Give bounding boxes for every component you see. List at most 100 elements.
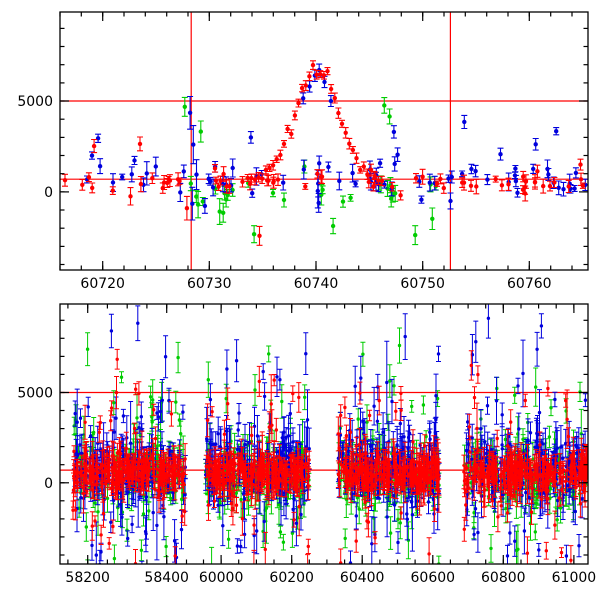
data-point [255,434,260,438]
data-point [79,474,84,478]
data-point [502,475,506,480]
x-tick-label: 60730 [187,276,232,292]
data-point [543,454,548,458]
data-point [255,529,259,533]
data-point [336,110,341,116]
y-tick-label: 0 [44,185,53,201]
data-point [243,442,247,447]
data-point [580,183,586,188]
data-point [479,479,483,483]
data-point [262,394,267,399]
data-point [514,482,518,486]
data-point [225,477,229,482]
data-point [321,73,327,78]
data-point [486,485,491,489]
data-point [400,473,404,478]
data-point [136,465,140,469]
data-point [179,527,184,532]
data-point [513,471,517,475]
data-point [288,411,292,416]
data-point [362,486,366,490]
data-point [233,475,237,480]
data-point [469,363,473,368]
data-point [260,452,265,456]
data-point [433,430,437,435]
data-point [131,470,135,474]
data-point [275,177,281,182]
data-point [496,515,500,519]
data-point [339,463,344,467]
data-point [297,455,301,460]
data-point [530,486,534,490]
data-point [110,180,116,185]
data-point [417,467,421,471]
data-point [520,470,524,475]
data-point [262,519,266,524]
data-point [278,466,283,470]
data-point [349,479,353,483]
data-point [278,530,283,534]
data-point [270,481,274,485]
data-point [137,473,141,478]
data-point [169,496,173,501]
data-point [398,193,403,198]
x-tick-label: 60600 [411,570,456,586]
data-point [494,399,499,403]
data-point [228,469,232,474]
data-point [489,546,493,551]
data-point [183,509,187,514]
data-point [561,468,566,472]
data-point [390,399,394,404]
data-point [399,408,403,412]
data-point [162,515,166,519]
data-point [401,476,405,480]
data-point [218,483,223,487]
data-point [178,460,182,464]
data-point [85,489,89,494]
data-point [267,352,271,356]
data-point [111,498,116,503]
data-point [574,485,578,490]
data-point [542,468,546,472]
data-point [352,477,356,481]
data-point [394,409,398,413]
data-point [359,462,363,467]
data-point [583,476,588,480]
data-point [486,316,491,320]
data-point [248,135,254,140]
data-point [423,444,427,448]
axis-tick-labels: 60720 60730 60740 60750 60760 0 5000 [17,94,551,292]
data-point [177,178,182,184]
data-point [150,415,154,419]
data-point [575,451,579,455]
data-point [134,387,138,391]
data-point [285,474,289,478]
data-point [315,171,320,176]
data-point [503,464,507,468]
data-point [116,472,120,476]
data-point [214,465,218,470]
data-point [79,496,83,500]
data-point [205,418,210,422]
data-point [171,463,175,468]
data-point [107,541,111,546]
data-point [521,465,525,470]
data-point [118,502,123,507]
data-point [499,183,505,188]
data-point [157,483,162,487]
blue-series-error-bars [71,304,588,564]
data-point [371,184,376,189]
data-point [403,466,407,470]
data-point [208,397,213,402]
data-point [235,447,239,452]
data-point [498,152,503,157]
data-point [151,451,155,456]
data-point [379,472,384,477]
data-point [436,474,440,479]
data-point [466,420,470,424]
data-point [396,540,400,545]
data-point [470,488,474,493]
data-point [532,180,538,185]
data-point [317,161,322,166]
data-point [277,502,281,507]
